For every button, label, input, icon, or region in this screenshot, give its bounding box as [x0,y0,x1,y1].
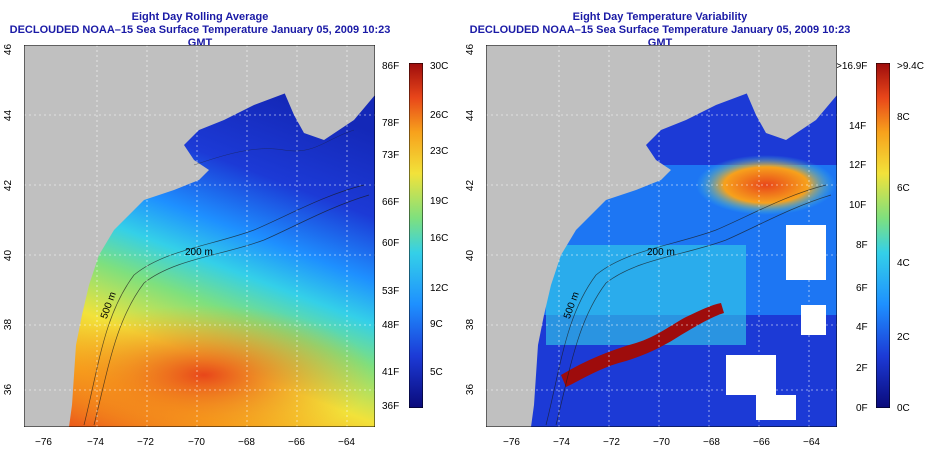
right-cbar-c: 0C [897,403,910,414]
left-xtick: −74 [87,437,104,448]
right-cbar-f: 8F [856,240,868,251]
right-ytick: 36 [465,383,477,396]
left-ytick: 46 [3,43,15,56]
left-ytick: 44 [3,109,15,122]
left-cbar-f: 60F [382,238,400,249]
left-cbar-f: 78F [382,118,400,129]
right-cbar-f: 10F [849,200,867,211]
right-xtick: −64 [803,437,820,448]
left-gridlines [24,45,375,427]
left-xtick: −72 [137,437,154,448]
left-cbar-c: 26C [430,110,449,121]
right-ytick: 40 [465,249,477,262]
right-map [486,45,837,427]
left-ytick: 38 [3,318,15,331]
left-cbar-f: 53F [382,286,400,297]
left-cbar-f: 48F [382,320,400,331]
left-cbar-f: 41F [382,367,400,378]
right-cbar-f: 12F [849,160,867,171]
left-xtick: −76 [35,437,52,448]
right-cbar-c: 4C [897,258,910,269]
right-ytick: 44 [465,109,477,122]
right-cbar-f: 6F [856,283,868,294]
left-cbar-c: 30C [430,61,449,72]
right-gulfstream [561,303,724,387]
left-colorbar [409,63,423,408]
right-cloud-gaps [726,225,826,420]
right-cbar-c: 2C [897,332,910,343]
right-cbar-f: 4F [856,322,868,333]
right-contour-label-200: 200 m [647,247,675,258]
left-map [24,45,375,427]
right-ytick: 42 [465,179,477,192]
right-xtick: −72 [603,437,620,448]
left-cbar-f: 36F [382,401,400,412]
left-cbar-c: 9C [430,319,443,330]
left-cbar-c: 19C [430,196,449,207]
left-ytick: 40 [3,249,15,262]
right-cbar-f: >16.9F [836,61,868,72]
left-ytick: 36 [3,383,15,396]
right-cbar-f: 0F [856,403,868,414]
left-cbar-f: 86F [382,61,400,72]
left-ytick: 42 [3,179,15,192]
left-title-1: Eight Day Rolling Average [131,11,269,23]
left-land [24,45,375,427]
left-cbar-c: 5C [430,367,443,378]
left-xtick: −64 [338,437,355,448]
right-land [486,45,837,427]
left-cbar-c: 23C [430,146,449,157]
left-nova-scotia [279,55,375,140]
left-cbar-f: 66F [382,197,400,208]
left-gulfstream-warm [34,305,374,427]
right-title-1: Eight Day Temperature Variability [572,11,748,23]
left-xtick: −70 [188,437,205,448]
right-cbar-f: 2F [856,363,868,374]
left-xtick: −66 [288,437,305,448]
right-ytick: 46 [465,43,477,56]
right-cbar-c: 6C [897,183,910,194]
left-contours [83,184,365,426]
right-xtick: −70 [653,437,670,448]
left-cbar-c: 16C [430,233,449,244]
right-xtick: −76 [503,437,520,448]
right-colorbar [876,63,890,408]
right-xtick: −68 [703,437,720,448]
left-xtick: −68 [238,437,255,448]
right-cbar-c: >9.4C [897,61,924,72]
right-xtick: −74 [553,437,570,448]
right-xtick: −66 [753,437,770,448]
left-cbar-f: 73F [382,150,400,161]
left-cbar-c: 12C [430,283,449,294]
left-contour-label-200: 200 m [185,247,213,258]
right-cbar-f: 14F [849,121,867,132]
right-cbar-c: 8C [897,112,910,123]
right-ytick: 38 [465,318,477,331]
